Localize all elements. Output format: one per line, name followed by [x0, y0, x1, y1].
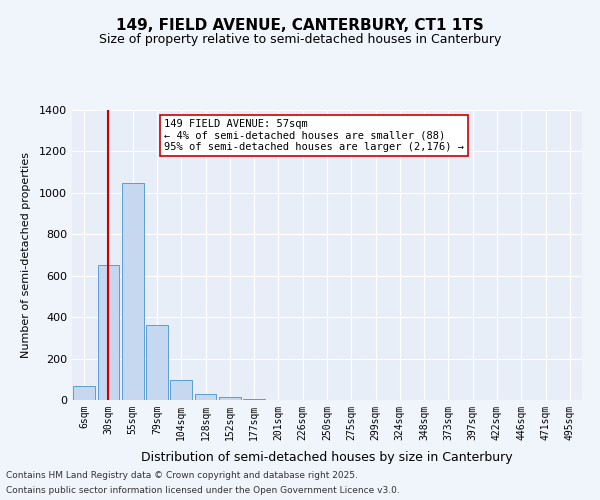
Bar	[194, 394, 217, 400]
Bar	[146, 326, 168, 400]
Bar	[170, 380, 192, 400]
Bar	[243, 399, 265, 400]
Y-axis label: Number of semi-detached properties: Number of semi-detached properties	[20, 152, 31, 358]
Bar	[219, 398, 241, 400]
Bar	[73, 386, 95, 400]
Text: Contains public sector information licensed under the Open Government Licence v3: Contains public sector information licen…	[6, 486, 400, 495]
Bar	[97, 266, 119, 400]
Text: Contains HM Land Registry data © Crown copyright and database right 2025.: Contains HM Land Registry data © Crown c…	[6, 471, 358, 480]
Text: Size of property relative to semi-detached houses in Canterbury: Size of property relative to semi-detach…	[99, 32, 501, 46]
Text: 149 FIELD AVENUE: 57sqm
← 4% of semi-detached houses are smaller (88)
95% of sem: 149 FIELD AVENUE: 57sqm ← 4% of semi-det…	[164, 118, 464, 152]
Text: 149, FIELD AVENUE, CANTERBURY, CT1 1TS: 149, FIELD AVENUE, CANTERBURY, CT1 1TS	[116, 18, 484, 32]
Bar	[122, 182, 143, 400]
X-axis label: Distribution of semi-detached houses by size in Canterbury: Distribution of semi-detached houses by …	[141, 451, 513, 464]
